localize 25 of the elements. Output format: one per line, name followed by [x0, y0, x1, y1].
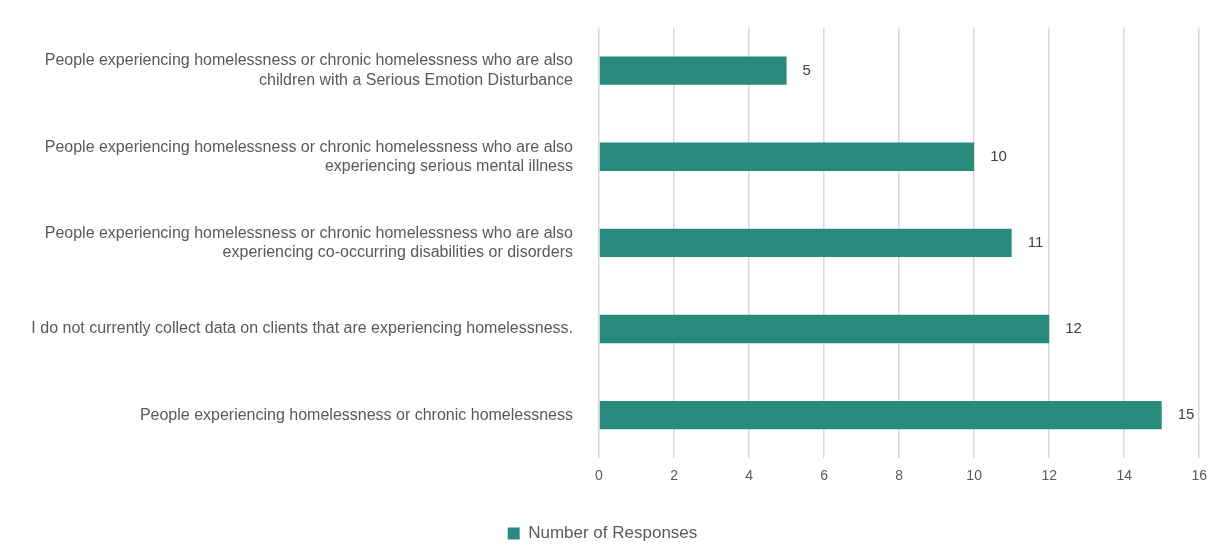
x-tick-label: 4	[745, 467, 754, 484]
bar	[599, 400, 1162, 430]
x-tick-label: 6	[820, 467, 829, 484]
x-tick-label: 16	[1191, 467, 1208, 484]
bar	[599, 56, 787, 85]
y-tick-label: I do not currently collect data on clients that are experiencing homelessness.	[31, 319, 573, 337]
x-tick-label: 10	[966, 467, 983, 484]
data-label: 11	[1027, 233, 1044, 251]
x-tick-label: 8	[895, 467, 904, 484]
x-tick-label: 0	[595, 467, 604, 484]
y-tick-label: People experiencing homelessness or chronic homelessness who are also experiencing serious mental illness	[44, 137, 574, 174]
x-tick-label: 2	[670, 467, 679, 484]
x-tick-label: 14	[1116, 467, 1133, 484]
y-tick-label: People experiencing homelessness or chronic homelessness who are also children with a Serious Emotion Disturbance	[44, 51, 574, 88]
data-label: 15	[1177, 405, 1195, 423]
bar	[599, 142, 975, 171]
bar	[599, 228, 1012, 258]
bar	[599, 314, 1050, 344]
data-label: 5	[802, 60, 811, 78]
x-tick-label: 12	[1041, 467, 1058, 484]
legend-label: Number of Responses	[528, 523, 698, 543]
data-label: 12	[1065, 319, 1082, 337]
y-tick-label: People experiencing homelessness or chronic homelessness	[139, 405, 573, 423]
data-label: 10	[990, 146, 1007, 164]
y-tick-label: People experiencing homelessness or chronic homelessness who are also experiencing co-occurring disabilities or disorders	[44, 223, 574, 260]
